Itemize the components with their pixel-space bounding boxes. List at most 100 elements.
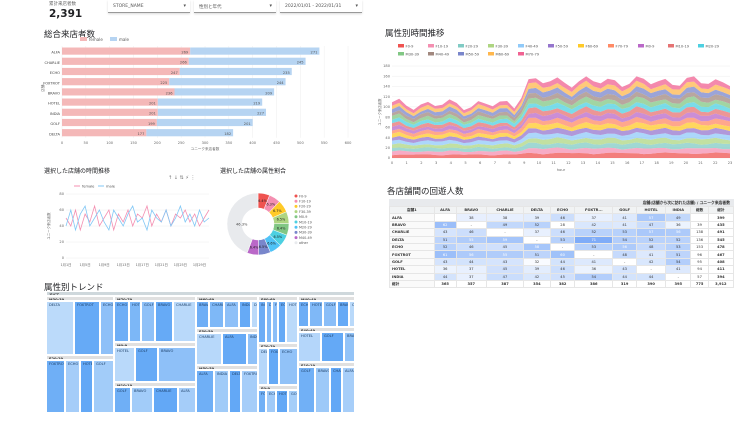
treemap-cell[interactable]: CHARLIE <box>209 301 224 328</box>
treemap-cell[interactable]: ECHO <box>114 301 129 342</box>
treemap-cell[interactable]: CHARLIE <box>330 367 342 413</box>
treemap-cell[interactable]: HOTEL <box>129 301 141 342</box>
treemap-header[interactable]: すべて <box>46 291 355 296</box>
treemap-cell[interactable]: DELTA <box>229 370 241 413</box>
column-header[interactable]: HOTEL <box>636 205 667 215</box>
treemap-cell[interactable]: INDIA <box>258 301 266 343</box>
column-header[interactable]: BRAVO <box>455 205 487 215</box>
treemap-cell[interactable]: GOLF <box>298 367 315 413</box>
more-icon[interactable]: ⋮ <box>190 175 196 181</box>
legend-label: M70-79 <box>526 52 540 56</box>
treemap-group-label[interactable]: M0-9 <box>114 342 196 347</box>
treemap-cell[interactable]: BRAVO <box>158 347 196 382</box>
legend-swatch <box>458 52 464 56</box>
treemap-cell[interactable]: ECHO <box>279 348 298 385</box>
table-cell: 53 <box>574 242 614 252</box>
treemap-cell[interactable]: INDIA <box>247 333 258 365</box>
column-header[interactable]: GOLF <box>612 205 638 215</box>
column-header[interactable]: 総数 <box>690 205 709 215</box>
treemap-cell[interactable]: HOTEL <box>276 390 288 413</box>
treemap-cell[interactable]: GOLF <box>114 387 131 413</box>
treemap-cell[interactable]: GOLF <box>135 347 158 382</box>
sort-down-icon[interactable]: ↓ <box>173 175 178 181</box>
selected-time-title: 選択した店舗の時間推移 <box>44 168 111 175</box>
treemap-cell[interactable]: ALFA <box>224 301 239 328</box>
treemap-cell[interactable]: HOTEL <box>80 360 93 413</box>
drill-icon[interactable]: ⚡ <box>185 175 189 181</box>
treemap-cell[interactable]: HOTEL <box>298 332 321 362</box>
column-header[interactable]: 店舗1 <box>389 205 435 215</box>
column-header[interactable]: INDIA <box>665 205 692 215</box>
treemap-cell[interactable]: DELTA <box>46 301 74 355</box>
treemap-group-label[interactable]: F20-29 <box>46 355 114 360</box>
treemap-group-label[interactable]: M70-79 <box>114 296 196 301</box>
table-row: HOTEL 36 37 45 39 46 36 43-41 94 411 <box>389 265 735 274</box>
treemap-cell[interactable]: FOXTROT <box>272 301 278 343</box>
column-header[interactable]: CHARLIE <box>485 205 525 215</box>
table-cell: 47 <box>485 272 525 281</box>
table-cell: 51 <box>665 250 692 259</box>
store-filter[interactable]: STORE_NAME ▾ <box>108 0 190 13</box>
column-header[interactable]: 総計 <box>707 205 735 215</box>
treemap-cell[interactable]: GOLF <box>93 360 114 413</box>
column-header[interactable]: ALFA <box>433 205 457 215</box>
treemap-group-label[interactable]: F60-69 <box>258 296 298 301</box>
treemap-cell[interactable]: ECHO <box>266 390 276 413</box>
treemap-cell[interactable]: CHARLIE <box>349 301 355 327</box>
expand-icon[interactable]: ⇅ <box>179 175 184 181</box>
treemap-group-label[interactable]: M10-19 <box>114 382 196 387</box>
treemap-cell[interactable]: ECHO <box>100 301 114 355</box>
column-header[interactable]: FOXTR... <box>574 205 614 215</box>
treemap-cell[interactable]: FOXTROT <box>258 390 266 413</box>
treemap-cell[interactable]: CHARLIE <box>153 387 178 413</box>
treemap-cell[interactable]: ALFA <box>178 387 196 413</box>
treemap-cell[interactable]: GOLF <box>141 301 155 342</box>
treemap-cell[interactable]: GOLF <box>323 301 337 327</box>
treemap-cell[interactable]: DELTA <box>266 301 272 343</box>
treemap-group-label[interactable]: F70-79 <box>258 343 298 348</box>
treemap-group-label[interactable]: F10-19 <box>298 362 355 367</box>
treemap-cell[interactable]: ALFA <box>196 370 214 413</box>
treemap-cell[interactable]: FOXTROT <box>268 348 279 385</box>
column-header[interactable]: ECHO <box>549 205 576 215</box>
treemap-cell[interactable]: ALFA <box>342 367 355 413</box>
treemap-group-label[interactable]: M30-39 <box>46 296 114 301</box>
treemap-cell[interactable]: DELTA <box>258 348 268 385</box>
gender-filter[interactable]: 性別と年代 ▾ <box>194 0 276 13</box>
treemap-group-label[interactable]: M60-69 <box>196 296 258 301</box>
treemap-cell[interactable]: CHARLIE <box>196 333 222 365</box>
treemap-cell[interactable]: HOTEL <box>286 301 298 343</box>
treemap-cell[interactable]: CHARLIE <box>173 301 196 342</box>
treemap-group-label[interactable]: F40-49 <box>298 327 355 332</box>
treemap-cell[interactable]: BRAVO <box>155 301 173 342</box>
treemap-cell[interactable]: DELTA <box>251 301 258 328</box>
column-header[interactable]: DELTA <box>523 205 551 215</box>
treemap-cell[interactable]: HOTEL <box>114 347 135 382</box>
treemap-cell[interactable]: FOXTROT <box>46 360 65 413</box>
treemap-cell[interactable]: HOTEL <box>309 301 323 327</box>
treemap-cell[interactable]: BRAVO <box>196 301 209 328</box>
treemap-cell[interactable]: BRAVO <box>131 387 153 413</box>
treemap-cell[interactable]: INDIA <box>214 370 229 413</box>
treemap-cell[interactable]: BRAVO <box>315 367 330 413</box>
date-filter[interactable]: 2022/01/01 - 2022/01/31 ▾ <box>280 0 362 13</box>
treemap-cell[interactable]: ECHO <box>298 301 309 327</box>
treemap-cell[interactable]: BRAVO <box>344 332 355 362</box>
treemap-group-label[interactable]: M50-59 <box>196 365 258 370</box>
treemap-cell[interactable]: GOLF <box>288 390 298 413</box>
sort-up-icon[interactable]: ↑ <box>168 175 173 181</box>
treemap-group-label[interactable]: F0-9 <box>258 385 298 390</box>
bar-male-label: 201 <box>244 122 251 126</box>
treemap-cell[interactable]: INDIA <box>239 301 251 328</box>
treemap-cell[interactable]: ECHO <box>278 301 286 343</box>
treemap-cell[interactable]: ECHO <box>65 360 80 413</box>
table-cell: 56 <box>612 242 638 252</box>
treemap-cell[interactable]: ALFA <box>222 333 247 365</box>
table-cell: 56 <box>665 228 692 237</box>
treemap-cell[interactable]: FOXTROT <box>241 370 258 413</box>
treemap-group-label[interactable]: F50-59 <box>196 328 258 333</box>
treemap-group-label[interactable]: M40-49 <box>298 296 355 301</box>
treemap-cell[interactable]: FOXTROT <box>74 301 100 355</box>
treemap-cell[interactable]: BRAVO <box>337 301 349 327</box>
treemap-cell[interactable]: GOLF <box>321 332 344 362</box>
